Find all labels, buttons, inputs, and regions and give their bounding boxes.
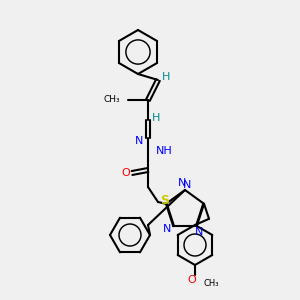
Text: CH₃: CH₃ (203, 278, 218, 287)
Text: H: H (152, 113, 160, 123)
Text: O: O (188, 275, 196, 285)
Text: N: N (183, 180, 191, 190)
Text: CH₃: CH₃ (103, 95, 120, 104)
Text: N: N (163, 224, 171, 234)
Text: S: S (160, 194, 169, 206)
Text: O: O (122, 168, 130, 178)
Text: NH: NH (156, 146, 173, 156)
Text: H: H (162, 72, 170, 82)
Text: N: N (135, 136, 143, 146)
Text: N: N (195, 227, 203, 237)
Text: N: N (178, 178, 186, 188)
